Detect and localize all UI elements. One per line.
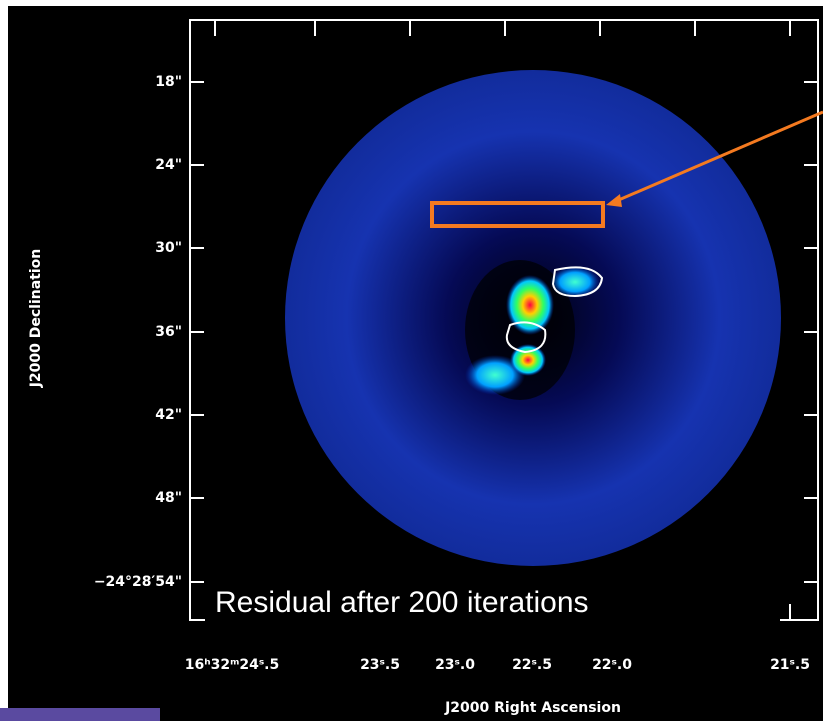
y-tick-label: 30"	[155, 240, 182, 256]
x-tick-label: 16ʰ32ᵐ24ˢ.5	[185, 657, 280, 673]
x-tick-label: 23ˢ.5	[360, 657, 400, 673]
caption: Residual after 200 iterations	[215, 586, 589, 619]
y-tick-label: 24"	[155, 157, 182, 173]
source	[465, 355, 525, 395]
y-tick-label: −24°28′54"	[94, 574, 182, 590]
x-tick-label: 23ˢ.0	[435, 657, 475, 673]
contour	[505, 321, 547, 354]
source	[506, 275, 554, 335]
arrow	[613, 110, 823, 204]
y-tick-label: 42"	[155, 407, 182, 423]
source	[510, 344, 546, 376]
y-axis-title: J2000 Declination	[28, 249, 44, 389]
x-tick-label: 22ˢ.0	[592, 657, 632, 673]
y-tick-label: 18"	[155, 74, 182, 90]
caption-bg	[205, 578, 780, 622]
x-tick-label: 21ˢ.5	[770, 657, 810, 673]
y-tick-label: 36"	[155, 324, 182, 340]
contour	[551, 266, 604, 298]
source	[550, 266, 600, 298]
slide-bar	[0, 708, 160, 721]
highlight-box	[430, 201, 605, 228]
arrow-head	[606, 194, 622, 207]
x-tick-label: 22ˢ.5	[512, 657, 552, 673]
y-tick-label: 48"	[155, 490, 182, 506]
x-axis-title: J2000 Right Ascension	[444, 700, 621, 716]
